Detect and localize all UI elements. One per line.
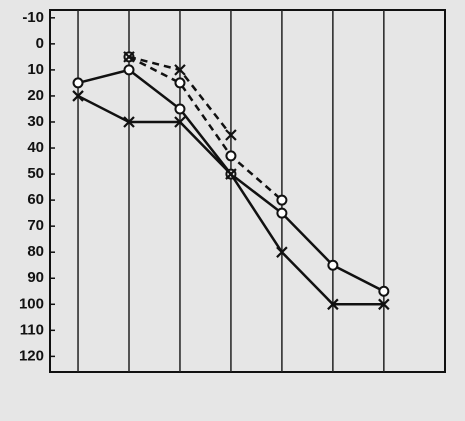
plot-frame	[49, 9, 446, 373]
y-tick-label: 80	[27, 243, 44, 260]
marker-cross	[378, 298, 390, 311]
marker-cross	[174, 64, 186, 76]
marker-cross	[72, 90, 84, 102]
y-tick-label: 60	[27, 191, 44, 208]
y-tick-label: 40	[27, 139, 44, 156]
marker-cross	[225, 168, 237, 180]
y-tick-label: 100	[19, 295, 44, 312]
series-line	[128, 55, 283, 202]
marker-circle	[378, 285, 390, 297]
y-tick-label: 10	[27, 61, 44, 78]
marker-circle	[327, 259, 339, 271]
marker-circle	[123, 64, 135, 76]
y-tick-label: -10	[22, 9, 44, 26]
y-tick-label: 70	[27, 217, 44, 234]
marker-circle	[225, 150, 237, 162]
y-tick-label: 30	[27, 113, 44, 130]
marker-cross	[225, 129, 237, 141]
marker-cross	[123, 116, 135, 128]
y-tick-label: 120	[19, 347, 44, 364]
y-tick-label: 20	[27, 87, 44, 104]
marker-cross	[123, 51, 135, 63]
marker-circle	[72, 77, 84, 89]
marker-cross	[276, 246, 288, 258]
marker-circle	[174, 77, 186, 89]
y-tick-label: 90	[27, 269, 44, 286]
marker-cross	[327, 298, 339, 311]
y-tick-label: 0	[36, 35, 44, 52]
y-tick-label: 110	[20, 321, 44, 338]
marker-circle	[276, 194, 288, 206]
y-tick-label: 50	[27, 165, 44, 182]
marker-cross	[174, 116, 186, 128]
marker-circle	[174, 103, 186, 115]
marker-circle	[276, 207, 288, 219]
